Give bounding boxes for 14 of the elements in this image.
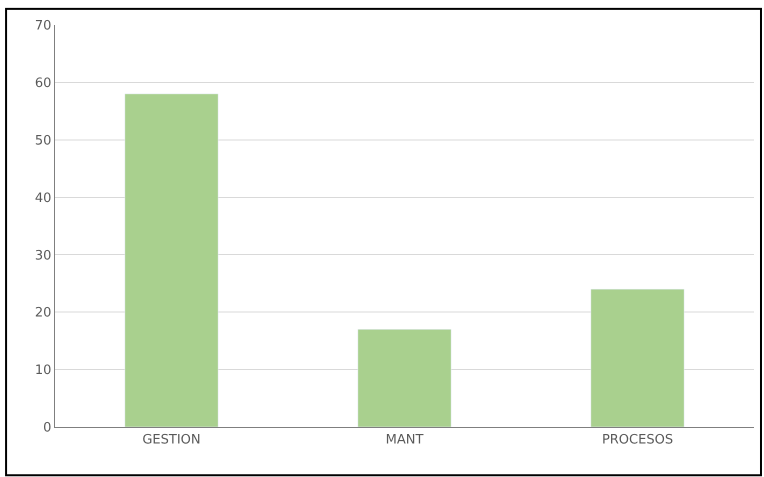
bar <box>358 329 452 427</box>
y-tick-label: 50 <box>34 133 52 148</box>
y-tick-label: 70 <box>34 18 52 34</box>
y-tick-label: 40 <box>34 190 52 206</box>
x-tick-label: MANT <box>386 432 424 448</box>
bar <box>590 288 684 427</box>
x-tick-label: GESTION <box>142 432 201 448</box>
y-tick-label: 0 <box>43 420 52 436</box>
bar <box>124 94 218 427</box>
y-tick-label: 20 <box>34 306 52 321</box>
y-tick-label: 10 <box>34 363 52 378</box>
x-tick-label: PROCESOS <box>602 432 674 448</box>
y-tick-label: 60 <box>34 76 52 91</box>
y-tick-label: 30 <box>34 248 52 264</box>
